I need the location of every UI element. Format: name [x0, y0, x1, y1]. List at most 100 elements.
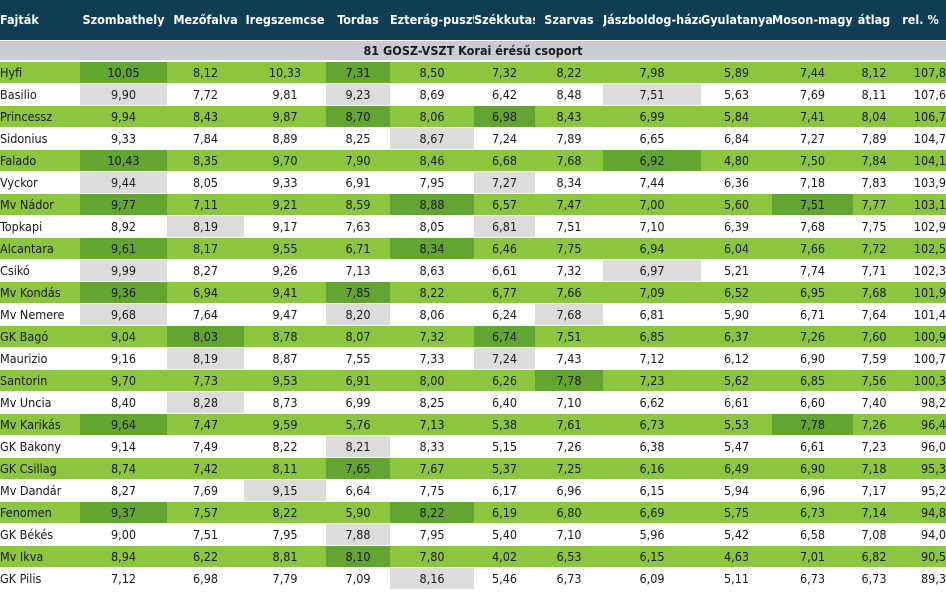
variety-name: GK Pilis — [0, 567, 80, 589]
value-cell: 8,81 — [244, 545, 326, 567]
table-row: Fenomen 9,37 7,57 8,22 5,90 8,22 6,19 6,80 6,69 5… — [0, 501, 946, 523]
value-cell: 7,11 — [167, 193, 244, 215]
value-cell: 7,95 — [244, 523, 326, 545]
header-szarvas: Szarvas — [535, 0, 603, 40]
table-row: Sidonius 9,33 7,84 8,89 8,25 8,67 7,24 7,89 6,65… — [0, 127, 946, 149]
value-cell: 7,78 — [535, 369, 603, 391]
value-cell: 6,42 — [474, 83, 535, 105]
value-cell: 95,2 — [895, 479, 946, 501]
value-cell: 7,18 — [772, 171, 853, 193]
value-cell: 102,9 — [895, 215, 946, 237]
value-cell: 7,66 — [772, 237, 853, 259]
value-cell: 8,69 — [390, 83, 474, 105]
variety-name: GK Békés — [0, 523, 80, 545]
value-cell: 7,60 — [853, 325, 895, 347]
value-cell: 5,38 — [474, 413, 535, 435]
value-cell: 10,33 — [244, 61, 326, 83]
value-cell: 7,98 — [603, 61, 701, 83]
value-cell: 6,73 — [772, 501, 853, 523]
value-cell: 104,1 — [895, 149, 946, 171]
value-cell: 6,71 — [772, 303, 853, 325]
header-szekkutas: Székkutas — [474, 0, 535, 40]
value-cell: 7,33 — [390, 347, 474, 369]
value-cell: 9,00 — [80, 523, 167, 545]
value-cell: 7,47 — [167, 413, 244, 435]
value-cell: 7,63 — [326, 215, 390, 237]
header-iregszemcse: Iregszemcse — [244, 0, 326, 40]
value-cell: 9,61 — [80, 237, 167, 259]
value-cell: 7,00 — [603, 193, 701, 215]
value-cell: 7,88 — [326, 523, 390, 545]
value-cell: 5,47 — [701, 435, 772, 457]
value-cell: 5,76 — [326, 413, 390, 435]
value-cell: 7,64 — [853, 303, 895, 325]
value-cell: 8,35 — [167, 149, 244, 171]
value-cell: 7,75 — [390, 479, 474, 501]
variety-name: Mv Karikás — [0, 413, 80, 435]
value-cell: 6,91 — [326, 171, 390, 193]
value-cell: 8,87 — [244, 347, 326, 369]
variety-name: Princessz — [0, 105, 80, 127]
value-cell: 7,12 — [80, 567, 167, 589]
value-cell: 89,3 — [895, 567, 946, 589]
header-mosonmagyarovar: Moson-magyaróvár — [772, 0, 853, 40]
value-cell: 6,92 — [603, 149, 701, 171]
value-cell: 7,64 — [167, 303, 244, 325]
value-cell: 7,89 — [535, 127, 603, 149]
value-cell: 6,95 — [772, 281, 853, 303]
value-cell: 8,22 — [390, 281, 474, 303]
value-cell: 9,77 — [80, 193, 167, 215]
value-cell: 95,3 — [895, 457, 946, 479]
value-cell: 6,46 — [474, 237, 535, 259]
variety-name: Alcantara — [0, 237, 80, 259]
value-cell: 7,10 — [535, 391, 603, 413]
value-cell: 7,83 — [853, 171, 895, 193]
header-fajtak: Fajták — [0, 0, 80, 40]
value-cell: 7,51 — [535, 215, 603, 237]
value-cell: 8,11 — [244, 457, 326, 479]
value-cell: 8,12 — [167, 61, 244, 83]
variety-name: Mv Kondás — [0, 281, 80, 303]
value-cell: 7,26 — [535, 435, 603, 457]
value-cell: 98,2 — [895, 391, 946, 413]
value-cell: 8,63 — [390, 259, 474, 281]
value-cell: 9,68 — [80, 303, 167, 325]
value-cell: 8,33 — [390, 435, 474, 457]
value-cell: 6,57 — [474, 193, 535, 215]
value-cell: 7,32 — [390, 325, 474, 347]
value-cell: 9,55 — [244, 237, 326, 259]
header-tordas: Tordas — [326, 0, 390, 40]
value-cell: 4,63 — [701, 545, 772, 567]
value-cell: 8,43 — [535, 105, 603, 127]
value-cell: 7,74 — [772, 259, 853, 281]
value-cell: 7,51 — [535, 325, 603, 347]
value-cell: 7,44 — [603, 171, 701, 193]
value-cell: 5,40 — [474, 523, 535, 545]
value-cell: 7,25 — [535, 457, 603, 479]
value-cell: 6,69 — [603, 501, 701, 523]
value-cell: 7,31 — [326, 61, 390, 83]
value-cell: 6,68 — [474, 149, 535, 171]
value-cell: 103,1 — [895, 193, 946, 215]
value-cell: 101,4 — [895, 303, 946, 325]
value-cell: 8,17 — [167, 237, 244, 259]
value-cell: 8,22 — [390, 501, 474, 523]
value-cell: 7,66 — [535, 281, 603, 303]
value-cell: 7,69 — [772, 83, 853, 105]
value-cell: 8,28 — [167, 391, 244, 413]
table-row: GK Bakony 9,14 7,49 8,22 8,21 8,33 5,15 7,26 6,3… — [0, 435, 946, 457]
value-cell: 7,61 — [535, 413, 603, 435]
value-cell: 6,64 — [326, 479, 390, 501]
value-cell: 7,51 — [772, 193, 853, 215]
value-cell: 6,04 — [701, 237, 772, 259]
value-cell: 7,80 — [390, 545, 474, 567]
variety-name: Basilio — [0, 83, 80, 105]
value-cell: 9,33 — [244, 171, 326, 193]
value-cell: 6,96 — [772, 479, 853, 501]
value-cell: 6,84 — [701, 127, 772, 149]
value-cell: 7,49 — [167, 435, 244, 457]
value-cell: 7,77 — [853, 193, 895, 215]
value-cell: 7,32 — [474, 61, 535, 83]
table-row: Basilio 9,90 7,72 9,81 9,23 8,69 6,42 8,48 7,51 5… — [0, 83, 946, 105]
value-cell: 7,47 — [535, 193, 603, 215]
